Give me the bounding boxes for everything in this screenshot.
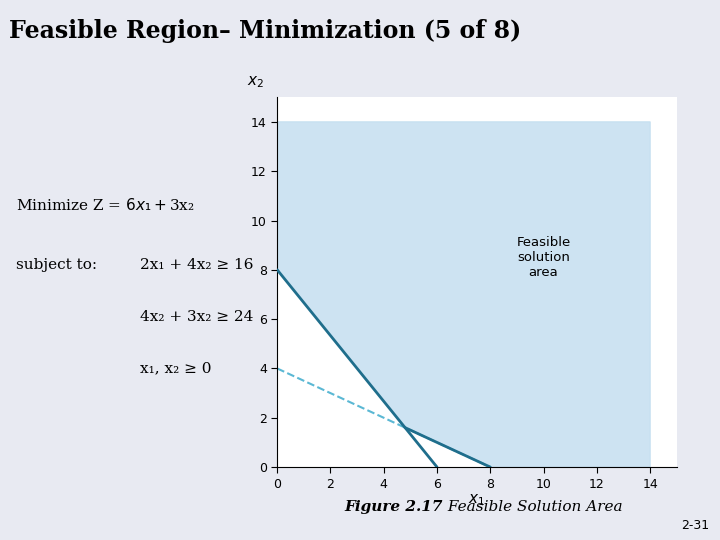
Text: subject to:: subject to: [16,258,97,272]
Text: Feasible Solution Area: Feasible Solution Area [443,500,622,514]
Y-axis label: $x_2$: $x_2$ [247,74,264,90]
Text: Feasible
solution
area: Feasible solution area [516,236,571,279]
Text: x₁, x₂ ≥ 0: x₁, x₂ ≥ 0 [140,361,212,375]
Text: 4x₂ + 3x₂ ≥ 24: 4x₂ + 3x₂ ≥ 24 [140,309,253,323]
Text: Minimize Z = $6x₁ + $3x₂: Minimize Z = $6x₁ + $3x₂ [16,197,194,213]
X-axis label: $x_1$: $x_1$ [469,492,485,508]
Text: 2-31: 2-31 [681,518,709,531]
Text: Feasible Region– Minimization (5 of 8): Feasible Region– Minimization (5 of 8) [9,19,521,43]
Polygon shape [277,122,650,467]
Text: Figure 2.17: Figure 2.17 [344,500,443,514]
Text: 2x₁ + 4x₂ ≥ 16: 2x₁ + 4x₂ ≥ 16 [140,258,254,272]
